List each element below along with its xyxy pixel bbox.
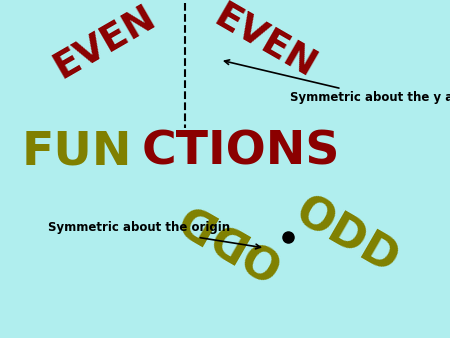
Text: EVEN: EVEN (48, 0, 162, 86)
Text: ODD: ODD (170, 190, 288, 284)
Text: Symmetric about the origin: Symmetric about the origin (48, 221, 261, 249)
Text: FUN: FUN (22, 129, 132, 174)
Text: CTIONS: CTIONS (142, 129, 341, 174)
Text: EVEN: EVEN (207, 0, 322, 86)
Text: Symmetric about the y axis: Symmetric about the y axis (225, 60, 450, 104)
Text: ODD: ODD (288, 190, 406, 284)
